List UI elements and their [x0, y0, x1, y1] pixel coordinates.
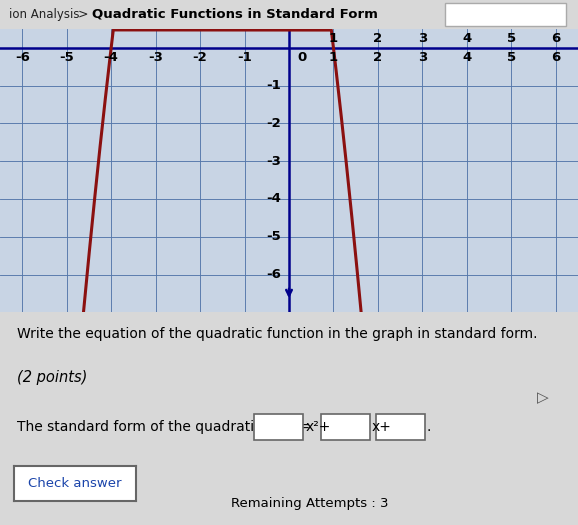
FancyBboxPatch shape	[321, 414, 370, 440]
Text: 6: 6	[551, 32, 561, 45]
Text: 5: 5	[507, 51, 516, 64]
Text: 4: 4	[462, 32, 472, 45]
Text: Quadratic Functions in Standard Form: Quadratic Functions in Standard Form	[92, 8, 379, 21]
Text: x²+: x²+	[305, 420, 331, 434]
Text: >: >	[78, 8, 88, 21]
Text: -5: -5	[266, 230, 281, 243]
Text: 1: 1	[329, 32, 338, 45]
Text: 0: 0	[297, 51, 306, 64]
Text: ion Analysis: ion Analysis	[9, 8, 79, 21]
Text: -6: -6	[15, 51, 29, 64]
FancyBboxPatch shape	[254, 414, 303, 440]
Text: ▷: ▷	[538, 390, 549, 405]
Text: The standard form of the quadratic is  y =: The standard form of the quadratic is y …	[17, 420, 310, 434]
Text: 3: 3	[418, 51, 427, 64]
Text: 2: 2	[373, 32, 383, 45]
FancyBboxPatch shape	[376, 414, 425, 440]
FancyBboxPatch shape	[445, 3, 566, 26]
Text: -3: -3	[266, 155, 281, 167]
Text: -6: -6	[266, 268, 281, 281]
Text: Check answer: Check answer	[28, 477, 122, 490]
Text: Write the equation of the quadratic function in the graph in standard form.: Write the equation of the quadratic func…	[17, 327, 538, 341]
Text: 2: 2	[373, 51, 383, 64]
Text: -1: -1	[266, 79, 281, 92]
Text: Remaining Attempts : 3: Remaining Attempts : 3	[231, 497, 388, 510]
Text: -4: -4	[266, 193, 281, 205]
Text: x+: x+	[372, 420, 391, 434]
Text: 4: 4	[462, 51, 472, 64]
Text: 6: 6	[551, 51, 561, 64]
Text: -4: -4	[103, 51, 118, 64]
Text: 5: 5	[507, 32, 516, 45]
Text: -2: -2	[266, 117, 281, 130]
Text: .: .	[427, 420, 431, 434]
Text: (2 points): (2 points)	[17, 370, 88, 385]
Text: -5: -5	[60, 51, 74, 64]
Text: -3: -3	[148, 51, 163, 64]
Text: -2: -2	[192, 51, 208, 64]
Text: -1: -1	[237, 51, 252, 64]
Text: 3: 3	[418, 32, 427, 45]
Text: 1: 1	[329, 51, 338, 64]
